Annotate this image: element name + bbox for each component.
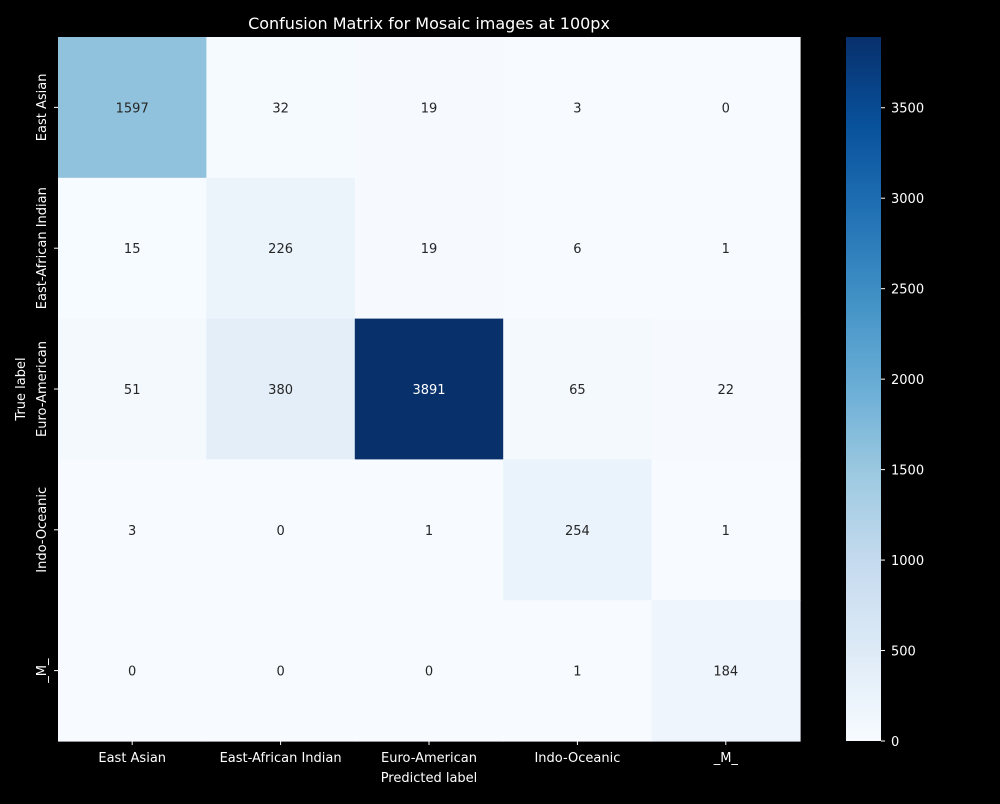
x-axis-label: Predicted label [381, 771, 478, 786]
cell-value-label: 0 [276, 665, 284, 680]
cell-value-label: 0 [722, 101, 730, 116]
cell-value-label: 1 [425, 524, 433, 539]
cell-value-label: 19 [421, 101, 438, 116]
heatmap-cell [354, 177, 504, 320]
cell-value-label: 1 [573, 665, 581, 680]
y-axis-label: True label [14, 357, 29, 421]
heatmap-cell [206, 177, 356, 320]
heatmap-cell [206, 37, 356, 179]
colorbar-tick-label: 0 [891, 735, 899, 750]
cell-value-label: 22 [718, 383, 735, 398]
heatmap-cell [58, 459, 207, 601]
cell-value-label: 1 [722, 524, 730, 539]
x-tick-label: Indo-Oceanic [534, 751, 620, 766]
heatmap-cell [503, 600, 653, 742]
cell-value-label: 380 [268, 383, 293, 398]
y-tick-label: East-African Indian [35, 187, 50, 309]
x-tick-label: _M_ [713, 751, 739, 766]
colorbar-tick-label: 500 [891, 645, 916, 660]
colorbar-tick-label: 3500 [891, 102, 924, 117]
heatmap-cell [651, 177, 801, 320]
x-tick-label: East Asian [98, 751, 166, 766]
heatmap-cell [354, 459, 504, 601]
cell-value-label: 184 [713, 665, 738, 680]
cell-value-label: 1 [722, 242, 730, 257]
cell-value-label: 3 [128, 524, 136, 539]
chart-title: Confusion Matrix for Mosaic images at 10… [248, 14, 610, 33]
cell-value-label: 226 [268, 242, 293, 257]
cell-value-label: 32 [272, 101, 289, 116]
heatmap-cell [503, 318, 653, 460]
cell-value-label: 3 [573, 101, 581, 116]
colorbar-tick-label: 2000 [891, 373, 924, 388]
cell-value-label: 51 [124, 383, 141, 398]
heatmap-cell [503, 177, 653, 320]
cell-value-label: 0 [128, 665, 136, 680]
cell-value-label: 19 [421, 242, 438, 257]
colorbar-tick-label: 1000 [891, 554, 924, 569]
heatmap-cell [354, 37, 504, 179]
heatmap-cell [354, 318, 504, 460]
heatmap-cells [58, 37, 801, 742]
colorbar-tick-label: 3000 [891, 192, 924, 207]
colorbar-gradient [846, 37, 881, 741]
y-tick-label: Indo-Oceanic [35, 487, 50, 573]
heatmap-cell [651, 318, 801, 460]
y-tick-label: _M_ [35, 658, 50, 684]
cell-value-label: 15 [124, 242, 141, 257]
y-tick-label: Euro-American [35, 341, 50, 437]
y-tick-label: East Asian [35, 74, 50, 142]
heatmap-cell [651, 459, 801, 601]
x-tick-label: East-African Indian [220, 751, 342, 766]
heatmap-cell [58, 600, 207, 742]
colorbar-ticks: 0 500 1000 1500 2000 2500 3000 3500 [881, 102, 924, 750]
heatmap-cell [206, 600, 356, 742]
cell-value-label: 1597 [116, 101, 149, 116]
colorbar: 0 500 1000 1500 2000 2500 3000 3500 [846, 37, 924, 750]
heatmap-cell [503, 459, 653, 601]
heatmap-cell [354, 600, 504, 742]
heatmap-cell [651, 37, 801, 179]
cell-value-label: 254 [565, 524, 590, 539]
colorbar-tick-label: 2500 [891, 283, 924, 298]
heatmap-cell [206, 459, 356, 601]
cell-value-label: 0 [425, 665, 433, 680]
cell-value-label: 6 [573, 242, 581, 257]
heatmap-cell [58, 177, 207, 320]
colorbar-tick-label: 1500 [891, 464, 924, 479]
x-tick-label: Euro-American [381, 751, 477, 766]
heatmap-cell [206, 318, 356, 460]
heatmap-cell [58, 37, 207, 179]
cell-value-label: 0 [276, 524, 284, 539]
cell-value-label: 65 [569, 383, 586, 398]
heatmap-cell [503, 37, 653, 179]
heatmap-cell-labels: 1597 32 19 3 0 15 226 19 6 1 51 380 3891 65 22 3 0 1 254 1 0… [116, 101, 739, 679]
heatmap-cell [651, 600, 801, 742]
y-axis: East Asian East-African Indian Euro-Americ… [35, 74, 58, 684]
cell-value-label: 3891 [412, 383, 445, 398]
x-axis: East Asian East-African Indian Euro-Americ… [98, 741, 738, 766]
heatmap-cell [58, 318, 207, 460]
